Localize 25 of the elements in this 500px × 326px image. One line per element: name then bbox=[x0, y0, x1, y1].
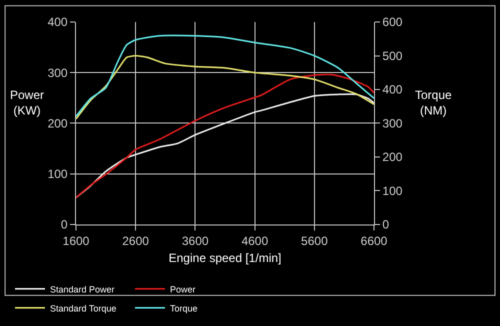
legend-label: Power bbox=[170, 284, 196, 294]
y-tick-label: 400 bbox=[48, 15, 68, 30]
x-axis-title: Engine speed [1/min] bbox=[168, 250, 282, 265]
y-tick-label: 300 bbox=[48, 66, 68, 80]
x-tick-label: 4600 bbox=[241, 234, 268, 248]
y2-tick-label: 0 bbox=[382, 218, 390, 232]
y-axis-title: Power (KW) bbox=[10, 88, 44, 118]
x-tick-label: 1600 bbox=[62, 234, 90, 248]
legend-label: Torque bbox=[170, 303, 198, 314]
y-tick-label: 0 bbox=[60, 218, 68, 232]
legend-label: Standard Power bbox=[50, 284, 115, 294]
y2-tick-label: 500 bbox=[382, 48, 403, 63]
y2-tick-label: 300 bbox=[382, 116, 403, 130]
x-tick-label: 2600 bbox=[122, 234, 150, 248]
y2-tick-label: 100 bbox=[382, 184, 403, 198]
y-tick-label: 100 bbox=[48, 167, 68, 182]
y2-axis-title: Torque (NM) bbox=[415, 88, 452, 118]
y2-tick-label: 200 bbox=[382, 150, 403, 164]
y-tick-label: 200 bbox=[48, 116, 68, 130]
legend-label: Standard Torque bbox=[50, 303, 116, 314]
y2-tick-label: 600 bbox=[382, 15, 403, 30]
x-tick-label: 6600 bbox=[360, 234, 388, 248]
x-tick-label: 5600 bbox=[301, 234, 328, 248]
y2-tick-label: 400 bbox=[382, 82, 403, 97]
x-tick-label: 3600 bbox=[182, 234, 209, 248]
